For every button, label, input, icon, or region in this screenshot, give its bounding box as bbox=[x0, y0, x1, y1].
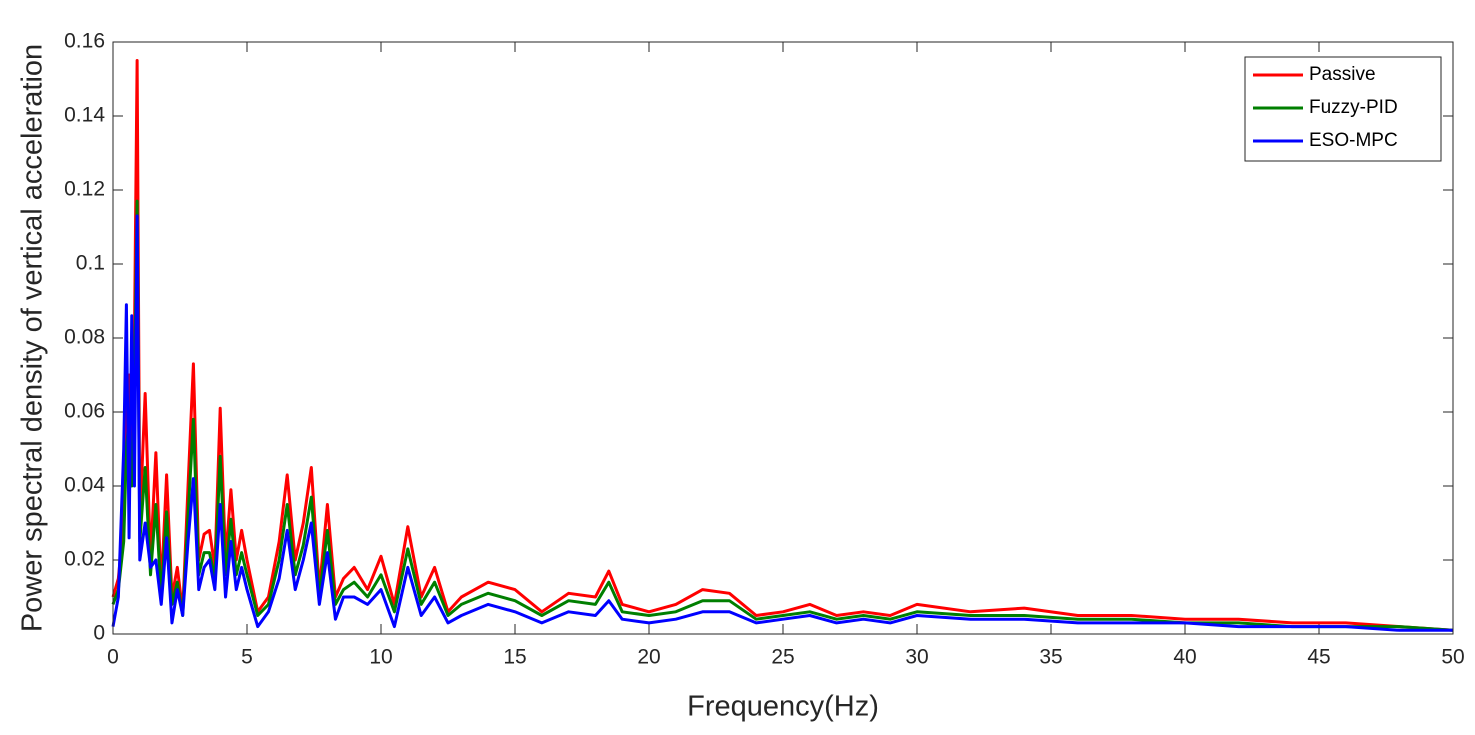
y-tick-label: 0.12 bbox=[64, 178, 105, 201]
y-tick-label: 0.1 bbox=[76, 252, 105, 275]
y-tick-label: 0.16 bbox=[64, 30, 105, 53]
x-tick-label: 30 bbox=[905, 646, 928, 669]
y-tick-label: 0.06 bbox=[64, 400, 105, 423]
y-tick-label: 0.08 bbox=[64, 326, 105, 349]
x-tick-label: 0 bbox=[107, 646, 119, 669]
y-axis-label: Power spectral density of vertical accel… bbox=[17, 44, 49, 632]
x-tick-label: 5 bbox=[241, 646, 253, 669]
legend-label: ESO-MPC bbox=[1309, 130, 1398, 151]
legend-label: Fuzzy-PID bbox=[1309, 97, 1398, 118]
x-tick-label: 50 bbox=[1441, 646, 1464, 669]
y-tick-label: 0.14 bbox=[64, 104, 105, 127]
x-tick-label: 20 bbox=[637, 646, 660, 669]
y-tick-label: 0.02 bbox=[64, 548, 105, 571]
y-tick-label: 0.04 bbox=[64, 474, 105, 497]
series-line bbox=[111, 199, 1454, 632]
x-axis-label: Frequency(Hz) bbox=[687, 691, 879, 723]
x-tick-label: 40 bbox=[1173, 646, 1196, 669]
series-line bbox=[111, 214, 1453, 632]
x-tick-label: 25 bbox=[771, 646, 794, 669]
x-tick-label: 45 bbox=[1307, 646, 1330, 669]
plot-area bbox=[113, 42, 1453, 634]
legend-label: Passive bbox=[1309, 64, 1376, 85]
y-tick-label: 0 bbox=[93, 622, 105, 645]
x-tick-label: 15 bbox=[503, 646, 526, 669]
x-tick-label: 35 bbox=[1039, 646, 1062, 669]
x-tick-label: 10 bbox=[369, 646, 392, 669]
axes-box bbox=[112, 41, 1454, 635]
